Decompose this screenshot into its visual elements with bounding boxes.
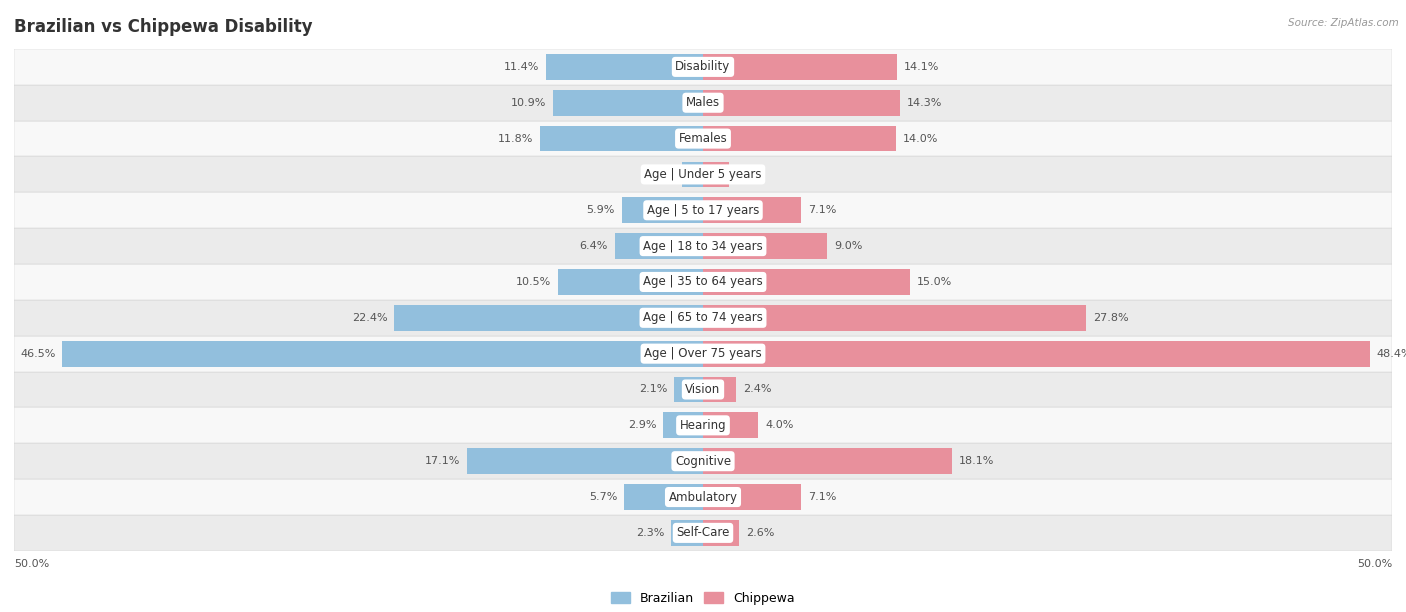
Bar [14,408,1392,443]
Text: 9.0%: 9.0% [834,241,862,251]
Text: 7.1%: 7.1% [807,492,837,502]
Bar [14,157,1392,192]
Text: 1.9%: 1.9% [737,170,765,179]
Text: 2.4%: 2.4% [742,384,772,395]
Legend: Brazilian, Chippewa: Brazilian, Chippewa [606,587,800,610]
Bar [14,443,1392,479]
Text: Self-Care: Self-Care [676,526,730,539]
Text: Brazilian vs Chippewa Disability: Brazilian vs Chippewa Disability [14,18,312,36]
Bar [703,305,1085,330]
Bar [682,162,703,187]
Text: Ambulatory: Ambulatory [668,491,738,504]
Text: 1.5%: 1.5% [647,170,675,179]
Bar [703,448,952,474]
Text: Vision: Vision [685,383,721,396]
Text: 14.3%: 14.3% [907,98,942,108]
Text: 2.3%: 2.3% [636,528,665,538]
Bar [553,90,703,116]
Text: 4.0%: 4.0% [765,420,793,430]
Text: 46.5%: 46.5% [20,349,55,359]
Bar [14,121,1392,157]
Text: 11.8%: 11.8% [498,133,533,144]
Text: 6.4%: 6.4% [579,241,607,251]
Bar [546,54,703,80]
Text: 50.0%: 50.0% [14,559,49,569]
Bar [14,85,1392,121]
Bar [14,264,1392,300]
Text: Hearing: Hearing [679,419,727,432]
Text: Age | Over 75 years: Age | Over 75 years [644,347,762,360]
Bar [703,54,897,80]
Bar [703,125,896,152]
Text: Cognitive: Cognitive [675,455,731,468]
Bar [703,520,738,546]
Bar [664,412,703,438]
Text: 18.1%: 18.1% [959,456,994,466]
Bar [703,162,730,187]
Bar [14,371,1392,408]
Bar [394,305,703,330]
Text: Age | 65 to 74 years: Age | 65 to 74 years [643,312,763,324]
Text: 11.4%: 11.4% [503,62,538,72]
Bar [614,233,703,259]
Text: 2.1%: 2.1% [638,384,668,395]
Text: 17.1%: 17.1% [425,456,461,466]
Text: 15.0%: 15.0% [917,277,952,287]
Text: Males: Males [686,96,720,109]
Bar [624,484,703,510]
Text: 27.8%: 27.8% [1092,313,1129,323]
Text: Age | 18 to 34 years: Age | 18 to 34 years [643,240,763,253]
Bar [703,341,1369,367]
Text: 5.9%: 5.9% [586,205,614,215]
Bar [703,197,801,223]
Text: Disability: Disability [675,61,731,73]
Bar [703,484,801,510]
Bar [14,192,1392,228]
Bar [703,412,758,438]
Text: 5.7%: 5.7% [589,492,617,502]
Bar [703,90,900,116]
Text: 48.4%: 48.4% [1376,349,1406,359]
Text: 50.0%: 50.0% [1357,559,1392,569]
Bar [671,520,703,546]
Text: 10.5%: 10.5% [516,277,551,287]
Bar [14,515,1392,551]
Text: Age | 5 to 17 years: Age | 5 to 17 years [647,204,759,217]
Bar [14,479,1392,515]
Bar [673,376,703,403]
Bar [14,49,1392,85]
Text: 2.6%: 2.6% [745,528,775,538]
Text: 10.9%: 10.9% [510,98,546,108]
Text: 2.9%: 2.9% [627,420,657,430]
Bar [703,233,827,259]
Text: Source: ZipAtlas.com: Source: ZipAtlas.com [1288,18,1399,28]
Bar [14,300,1392,336]
Text: 22.4%: 22.4% [352,313,388,323]
Bar [621,197,703,223]
Bar [703,269,910,295]
Text: Age | 35 to 64 years: Age | 35 to 64 years [643,275,763,288]
Bar [558,269,703,295]
Bar [467,448,703,474]
Bar [14,228,1392,264]
Text: 14.1%: 14.1% [904,62,939,72]
Bar [14,336,1392,371]
Text: 14.0%: 14.0% [903,133,938,144]
Bar [540,125,703,152]
Bar [62,341,703,367]
Bar [703,376,737,403]
Text: 7.1%: 7.1% [807,205,837,215]
Text: Females: Females [679,132,727,145]
Text: Age | Under 5 years: Age | Under 5 years [644,168,762,181]
